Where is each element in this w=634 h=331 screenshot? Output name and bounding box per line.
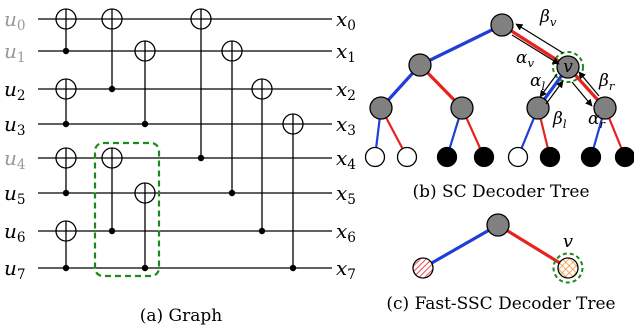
tree-node (369, 96, 393, 120)
input-label: u4 (4, 146, 26, 173)
label-alpha-v: αv (516, 48, 534, 70)
leaf-rate1-v (557, 257, 579, 279)
internal-nodes (369, 13, 617, 120)
output-label: x3 (336, 112, 356, 139)
leaf-nodes (364, 146, 634, 168)
xor-gate (101, 147, 123, 169)
label-beta-v: βv (539, 7, 557, 29)
node-v-highlight (552, 252, 584, 284)
xor-gates (55, 8, 304, 242)
tree-node (526, 96, 550, 120)
leaf-info (614, 146, 634, 168)
xor-gate (282, 113, 304, 135)
output-label: x7 (336, 256, 356, 283)
leaf-info (539, 146, 561, 168)
xor-gate (55, 147, 77, 169)
output-label: x1 (336, 39, 356, 66)
arrow-beta-v (515, 23, 564, 54)
leaf-frozen (364, 146, 386, 168)
edge-left (419, 23, 503, 67)
graph-wires (38, 18, 332, 269)
input-label: u0 (4, 7, 26, 34)
message-labels: βv αv αl βl αr βr (516, 7, 616, 131)
sc-decoder-tree: βv αv αl βl αr βr v (364, 7, 634, 168)
input-label: u7 (4, 256, 26, 283)
input-labels: u0 u1 u2 u3 u4 u5 u6 u7 (4, 7, 26, 283)
input-label: u2 (4, 77, 26, 104)
leaf-info (580, 146, 602, 168)
message-arrows (511, 23, 600, 107)
arrow-alpha-l (539, 73, 558, 98)
edge-right (497, 223, 569, 270)
fast-ssc-decoder-tree: v (412, 213, 584, 284)
tree-node-root (486, 213, 510, 237)
node-v-label: v (563, 231, 573, 252)
xor-gate (190, 8, 212, 30)
xor-gate (134, 40, 156, 62)
tree-node (408, 53, 432, 77)
caption-graph: (a) Graph (140, 306, 223, 326)
xor-gate (55, 220, 77, 242)
leaf-info (436, 146, 458, 168)
output-label: x2 (336, 77, 356, 104)
input-label: u1 (4, 39, 26, 66)
xor-gate (134, 182, 156, 204)
tree-node (593, 96, 617, 120)
highlight-box (93, 141, 161, 278)
leaf-frozen (396, 146, 418, 168)
node-v-highlight (552, 51, 584, 83)
tree-node-v (556, 55, 580, 79)
edge-right (501, 23, 569, 69)
xor-gate (55, 78, 77, 100)
input-label: u6 (4, 219, 26, 246)
polar-code-graph (38, 8, 332, 278)
arrow-beta-l (545, 80, 564, 105)
leaf-frozen (507, 146, 529, 168)
arrow-alpha-r (571, 81, 593, 107)
label-alpha-l: αl (530, 71, 545, 93)
xor-gate (55, 8, 77, 30)
tree-node-root (490, 13, 514, 37)
output-label: x6 (336, 219, 356, 246)
output-label: x0 (336, 7, 356, 34)
output-label: x4 (336, 146, 356, 173)
arrow-beta-r (578, 71, 600, 97)
graph-dots (62, 47, 297, 272)
label-alpha-r: αr (588, 109, 606, 131)
edge-left (422, 223, 499, 270)
output-labels: x0 x1 x2 x3 x4 x5 x6 x7 (336, 7, 356, 283)
input-label: u5 (4, 181, 26, 208)
leaf-info (473, 146, 495, 168)
label-beta-l: βl (552, 109, 567, 131)
xor-gate (101, 8, 123, 30)
node-v-label: v (563, 57, 573, 77)
arrow-alpha-v (511, 34, 560, 65)
caption-sc-tree: (b) SC Decoder Tree (412, 182, 589, 202)
tree-node (450, 96, 474, 120)
xor-gate (251, 78, 273, 100)
label-beta-r: βr (598, 71, 616, 93)
input-label: u3 (4, 112, 26, 139)
leaf-rate0 (412, 257, 434, 279)
caption-fast-tree: (c) Fast-SSC Decoder Tree (386, 294, 615, 314)
output-label: x5 (336, 181, 356, 208)
xor-gate (221, 40, 243, 62)
